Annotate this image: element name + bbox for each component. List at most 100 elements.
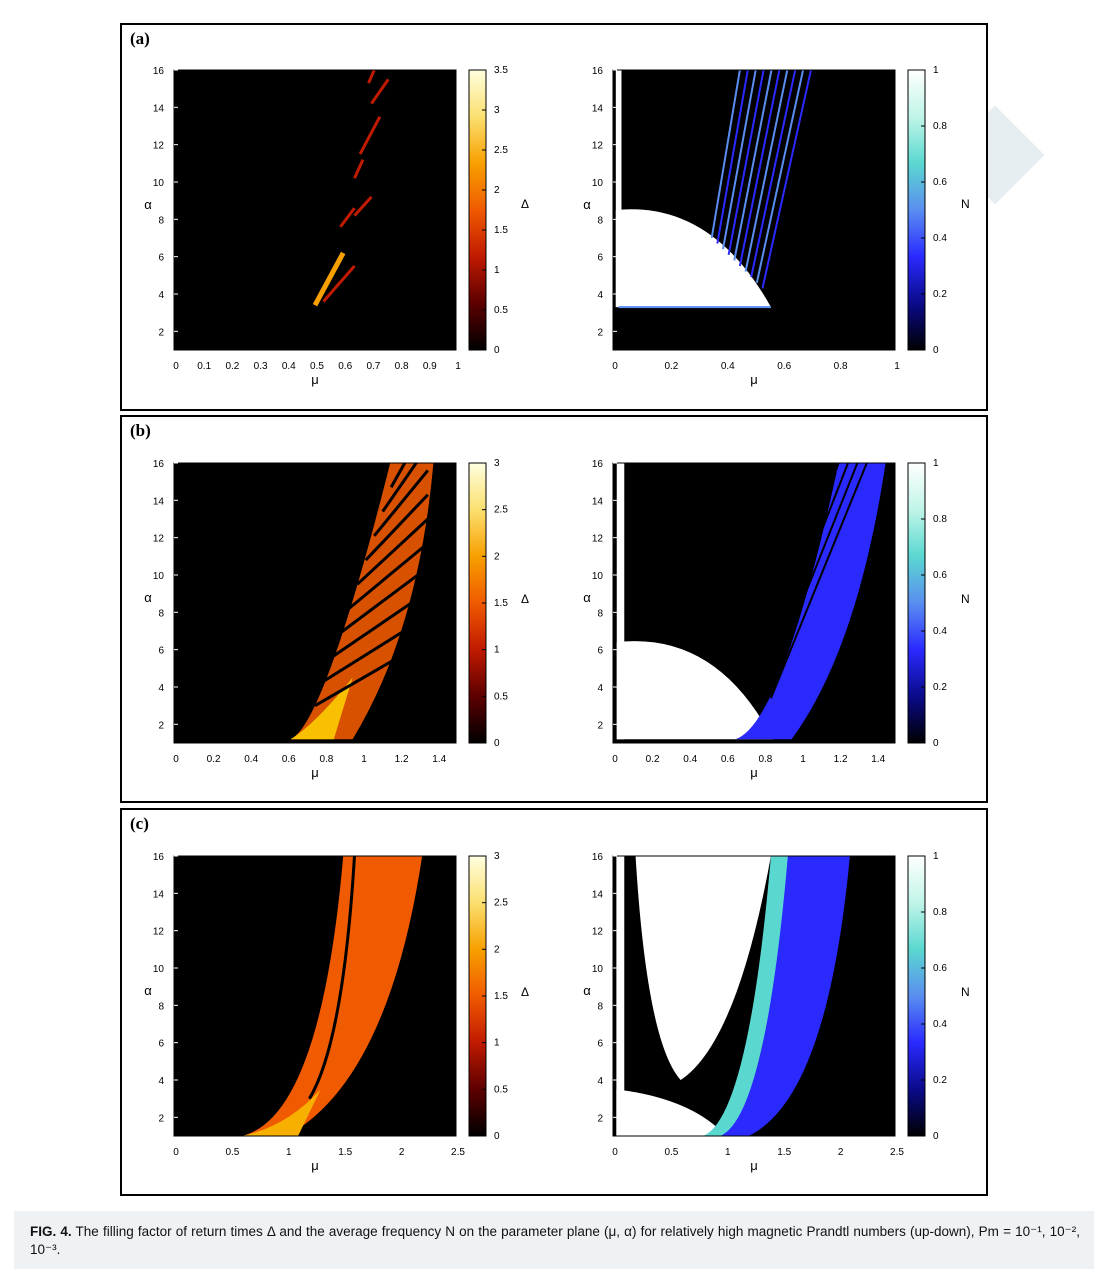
y-tick-label: 4 (158, 290, 164, 301)
heatmap-gap (724, 463, 793, 669)
x-tick-label: 1 (455, 361, 461, 372)
x-tick-label: 1 (894, 361, 900, 372)
heatmap-streak (358, 115, 382, 155)
y-tick-label: 2 (158, 327, 164, 338)
caption-text: The filling factor of return times Δ and… (30, 1224, 1080, 1257)
y-tick-label: 12 (592, 141, 604, 152)
heatmap-streak (353, 158, 365, 179)
y-tick-label: 6 (158, 646, 164, 657)
colorbar-tick-label: 1 (494, 645, 500, 656)
colorbar-tick-label: 1 (933, 458, 939, 469)
x-tick-label: 0.2 (225, 361, 239, 372)
heatmap-gap (347, 542, 429, 610)
x-tick-label: 0.4 (282, 361, 296, 372)
x-tick-label: 0.1 (197, 361, 211, 372)
x-tick-label: 0.5 (310, 361, 324, 372)
heatmap-gap (713, 463, 774, 662)
x-tick-label: 0.4 (244, 754, 258, 765)
y-tick-label: 14 (592, 496, 604, 507)
y-tick-label: 16 (153, 66, 165, 77)
y-tick-label: 6 (597, 1039, 603, 1050)
heatmap-bright-region (241, 1089, 321, 1136)
x-tick-label: 1.4 (871, 754, 885, 765)
y-tick-label: 10 (592, 178, 604, 189)
colorbar (468, 69, 487, 351)
x-tick-label: 0.2 (207, 754, 221, 765)
heatmap-streak (744, 70, 789, 272)
y-tick-label: 16 (153, 459, 165, 470)
plot-frame (612, 462, 896, 744)
colorbar-tick-label: 0.6 (933, 963, 947, 974)
heatmap-edge (615, 70, 622, 308)
y-tick-label: 8 (597, 215, 603, 226)
colorbar-label: N (961, 592, 970, 606)
heatmap-streak (750, 70, 797, 278)
heatmap-gap (719, 463, 784, 665)
x-tick-label: 2.5 (451, 1147, 465, 1158)
colorbar-tick-label: 3 (494, 458, 500, 469)
x-axis-label: μ (311, 372, 319, 387)
x-tick-label: 0.7 (366, 361, 380, 372)
x-tick-label: 1.5 (777, 1147, 791, 1158)
x-tick-label: 0.8 (758, 754, 772, 765)
colorbar-tick-label: 1 (494, 1038, 500, 1049)
x-axis-label: μ (311, 765, 319, 780)
heatmap-streak (738, 70, 781, 267)
colorbar-tick-label: 1.5 (494, 598, 508, 609)
plot-frame (173, 855, 457, 1137)
plot-frame (173, 69, 457, 351)
heatmap-band (241, 856, 423, 1136)
x-tick-label: 1.2 (395, 754, 409, 765)
colorbar (907, 855, 926, 1137)
colorbar-tick-label: 0.5 (494, 691, 508, 702)
y-axis-label: α (144, 590, 152, 605)
y-axis-label: α (583, 590, 591, 605)
x-tick-label: 0.8 (395, 361, 409, 372)
colorbar-tick-label: 0.8 (933, 907, 947, 918)
heatmap-streak (367, 70, 376, 84)
heatmap-white-region (616, 1089, 726, 1136)
plot-frame (173, 462, 457, 744)
y-tick-label: 6 (158, 1039, 164, 1050)
heatmap-band (290, 463, 434, 740)
x-tick-label: 0.4 (683, 754, 697, 765)
y-tick-label: 4 (597, 1076, 603, 1087)
x-tick-label: 2 (399, 1147, 405, 1158)
colorbar-tick-label: 0.4 (933, 1019, 947, 1030)
y-tick-label: 12 (153, 534, 165, 545)
x-tick-label: 2.5 (890, 1147, 904, 1158)
x-tick-label: 0.6 (338, 361, 352, 372)
x-tick-label: 0.3 (254, 361, 268, 372)
colorbar-tick-label: 1 (494, 265, 500, 276)
x-tick-label: 1 (286, 1147, 292, 1158)
heatmap-streak (721, 70, 757, 250)
x-tick-label: 0.6 (721, 754, 735, 765)
y-tick-label: 4 (597, 290, 603, 301)
x-axis-label: μ (750, 765, 758, 780)
heatmap-gap (736, 463, 812, 677)
y-tick-label: 8 (158, 608, 164, 619)
x-tick-label: 0.5 (664, 1147, 678, 1158)
y-tick-label: 16 (592, 66, 604, 77)
heatmap-field (615, 70, 812, 309)
y-tick-label: 2 (158, 1113, 164, 1124)
colorbar-label: Δ (521, 592, 529, 606)
colorbar-tick-label: 1.5 (494, 225, 508, 236)
heatmap-gap (322, 614, 429, 683)
y-tick-label: 10 (592, 571, 604, 582)
heatmap-gap (314, 639, 429, 707)
heatmap-streak (370, 78, 390, 105)
panel-label: (a) (130, 29, 150, 48)
colorbar (907, 69, 926, 351)
y-axis-label: α (144, 197, 152, 212)
y-axis-label: α (583, 983, 591, 998)
y-tick-label: 14 (592, 103, 604, 114)
heatmap-streak (322, 265, 356, 303)
x-tick-label: 2 (838, 1147, 844, 1158)
colorbar-tick-label: 0.8 (933, 514, 947, 525)
y-tick-label: 16 (153, 852, 165, 863)
colorbar-label: N (961, 197, 970, 211)
y-axis-label: α (583, 197, 591, 212)
heatmap-gap (331, 590, 429, 659)
